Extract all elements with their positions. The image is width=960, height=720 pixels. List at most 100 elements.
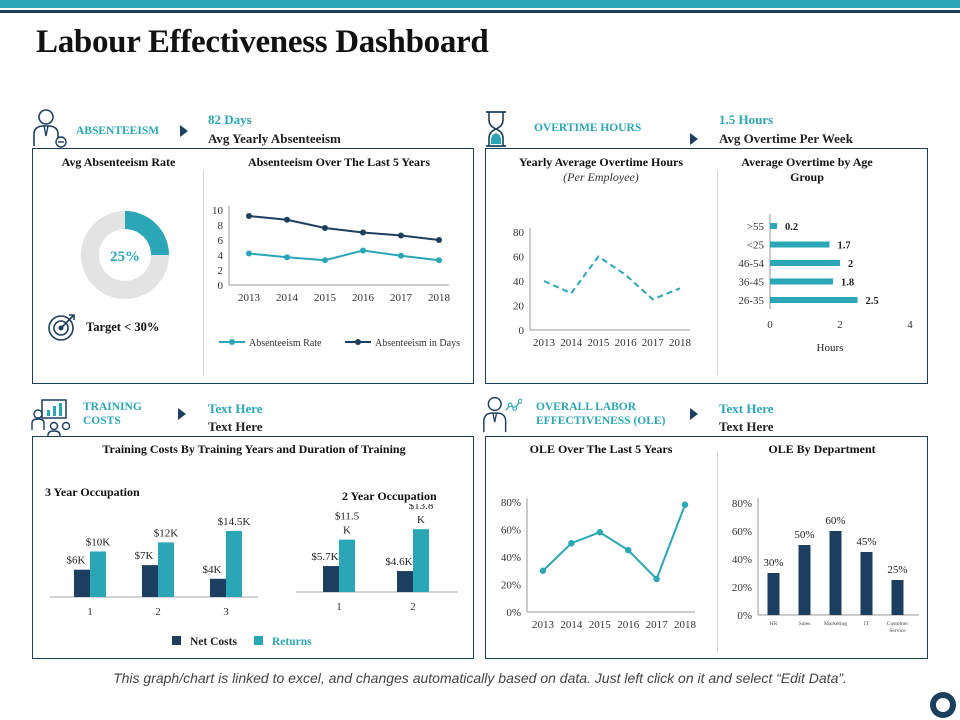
ole-label: OVERALL LABOR EFFECTIVENESS (OLE) — [536, 400, 665, 428]
x-tick-label: HR — [770, 621, 778, 627]
abs-trend-title: Absenteeism Over The Last 5 Years — [247, 155, 431, 169]
data-label: 0.2 — [785, 222, 798, 233]
bar-returns — [413, 529, 429, 592]
train2-group-title: 2 Year Occupation — [342, 489, 437, 503]
bar-net-costs — [74, 569, 90, 597]
legend-label: Net Costs — [190, 636, 237, 648]
x-tick-label: 2018 — [669, 337, 692, 349]
target-text: Target < 30% — [86, 320, 160, 334]
y-tick-label: 46-54 — [738, 258, 764, 270]
overtime-label: OVERTIME HOURS — [534, 122, 642, 134]
data-point — [539, 567, 547, 574]
bar-returns — [339, 539, 355, 592]
training-arrow-icon — [178, 408, 186, 420]
ole-value: Text Here — [719, 401, 774, 416]
data-point — [322, 225, 328, 231]
data-point — [436, 237, 442, 243]
legend-swatch-net-costs — [172, 636, 181, 645]
target-icon — [48, 314, 75, 341]
train2-bar-chart: $5.7K $11.5 K 1 $4.6K $13.8 K 2 — [296, 504, 458, 613]
bar — [770, 260, 840, 266]
data-label: $6K — [67, 555, 86, 567]
x-tick-label: 2016 — [352, 292, 375, 304]
training-label-line1: TRAINING — [83, 401, 142, 413]
x-tick-label: Marketing — [824, 621, 847, 627]
data-point — [284, 254, 290, 261]
x-tick-label: 2017 — [646, 619, 669, 631]
series-line-1 — [248, 215, 440, 241]
x-tick-label: IT — [864, 621, 870, 627]
training-panel — [32, 436, 474, 659]
x-tick-label: 2014 — [560, 619, 583, 631]
series-line-0 — [248, 249, 440, 262]
data-point — [360, 247, 366, 254]
legend-label: Absenteeism Rate — [249, 338, 322, 349]
training-sub: Text Here — [208, 419, 263, 434]
x-tick-label: Customer — [887, 621, 909, 627]
data-label: $13.8 — [409, 504, 434, 512]
x-tick-label: Service — [889, 628, 906, 634]
corner-logo-icon — [930, 692, 956, 718]
data-point — [398, 232, 404, 239]
data-label: K — [343, 525, 351, 537]
x-tick-label: 2018 — [428, 292, 451, 304]
y-tick-label: 40% — [732, 554, 752, 566]
train3-group-title: 3 Year Occupation — [45, 485, 140, 499]
data-label: $4.6K — [385, 556, 412, 568]
y-tick-label: 60% — [732, 526, 752, 538]
y-tick-label: 80% — [732, 498, 752, 510]
training-label-line2: COSTS — [83, 415, 121, 427]
x-tick-label: 1 — [87, 606, 93, 618]
hourglass-icon — [486, 111, 506, 147]
ole-dept-bar-chart: 0% 20% 40% 60% 80% 30% HR 50% Sales 60% Marketing 4… — [732, 498, 919, 634]
ot-age-title: Average Overtime by Age Group — [741, 155, 873, 184]
ot-yearly-line-chart: 0 20 40 60 80 2013 2014 2015 2016 2017 2018 — [513, 227, 692, 349]
overtime-panel — [485, 148, 928, 384]
data-label: 2.5 — [866, 296, 879, 307]
training-label: TRAINING COSTS — [83, 400, 142, 428]
person-icon — [33, 109, 67, 148]
y-tick-label: 40 — [513, 276, 525, 288]
y-tick-label: 20 — [513, 301, 525, 313]
y-tick-label: <25 — [747, 240, 765, 252]
absenteeism-label: ABSENTEEISM — [76, 125, 160, 137]
data-label: 2 — [848, 259, 853, 270]
y-tick-label: 36-45 — [738, 277, 764, 289]
data-point — [246, 250, 252, 257]
bar-returns — [90, 551, 106, 597]
legend-label: Absenteeism in Days — [375, 338, 460, 349]
x-axis-label: Hours — [817, 342, 844, 354]
ot-yearly-title: Yearly Average Overtime Hours — [518, 155, 684, 169]
y-tick-label: 40% — [501, 552, 521, 564]
bar — [770, 278, 833, 285]
x-tick-label: 2015 — [587, 337, 610, 349]
absenteeism-divider — [203, 170, 204, 375]
abs-trend-line-chart: 0 2 4 6 8 10 2013 2014 2015 2016 2017 2018 — [212, 205, 451, 304]
x-tick-label: 2013 — [238, 292, 261, 304]
x-tick-label: 2015 — [589, 619, 612, 631]
data-label: $12K — [154, 527, 179, 539]
series-line-0 — [543, 255, 681, 301]
y-tick-label: 80% — [501, 497, 521, 509]
data-point — [681, 501, 689, 508]
y-tick-label: 4 — [218, 250, 224, 262]
page-title: Labour Effectiveness Dashboard — [36, 24, 489, 60]
bar — [860, 552, 873, 615]
x-tick-label: 2013 — [533, 337, 556, 349]
x-tick-label: 2 — [155, 606, 161, 618]
presentation-icon — [31, 399, 70, 440]
training-costs-title: Training Costs By Training Years and Dur… — [102, 442, 406, 456]
data-label: $7K — [135, 550, 154, 562]
data-point — [653, 575, 660, 583]
abs-rate-donut-chart: 25% — [81, 211, 169, 299]
data-label: 45% — [856, 536, 876, 548]
abs-rate-title: Avg Absenteeism Rate — [61, 155, 176, 169]
data-label: $11.5 — [335, 511, 360, 523]
data-point — [625, 546, 632, 554]
x-tick-label: 2014 — [560, 337, 583, 349]
y-tick-label: 60 — [513, 252, 525, 264]
training-legend: Net Costs Returns — [172, 636, 312, 648]
y-tick-label: 2 — [218, 265, 224, 277]
bar — [770, 241, 830, 248]
x-tick-label: 3 — [223, 606, 229, 618]
